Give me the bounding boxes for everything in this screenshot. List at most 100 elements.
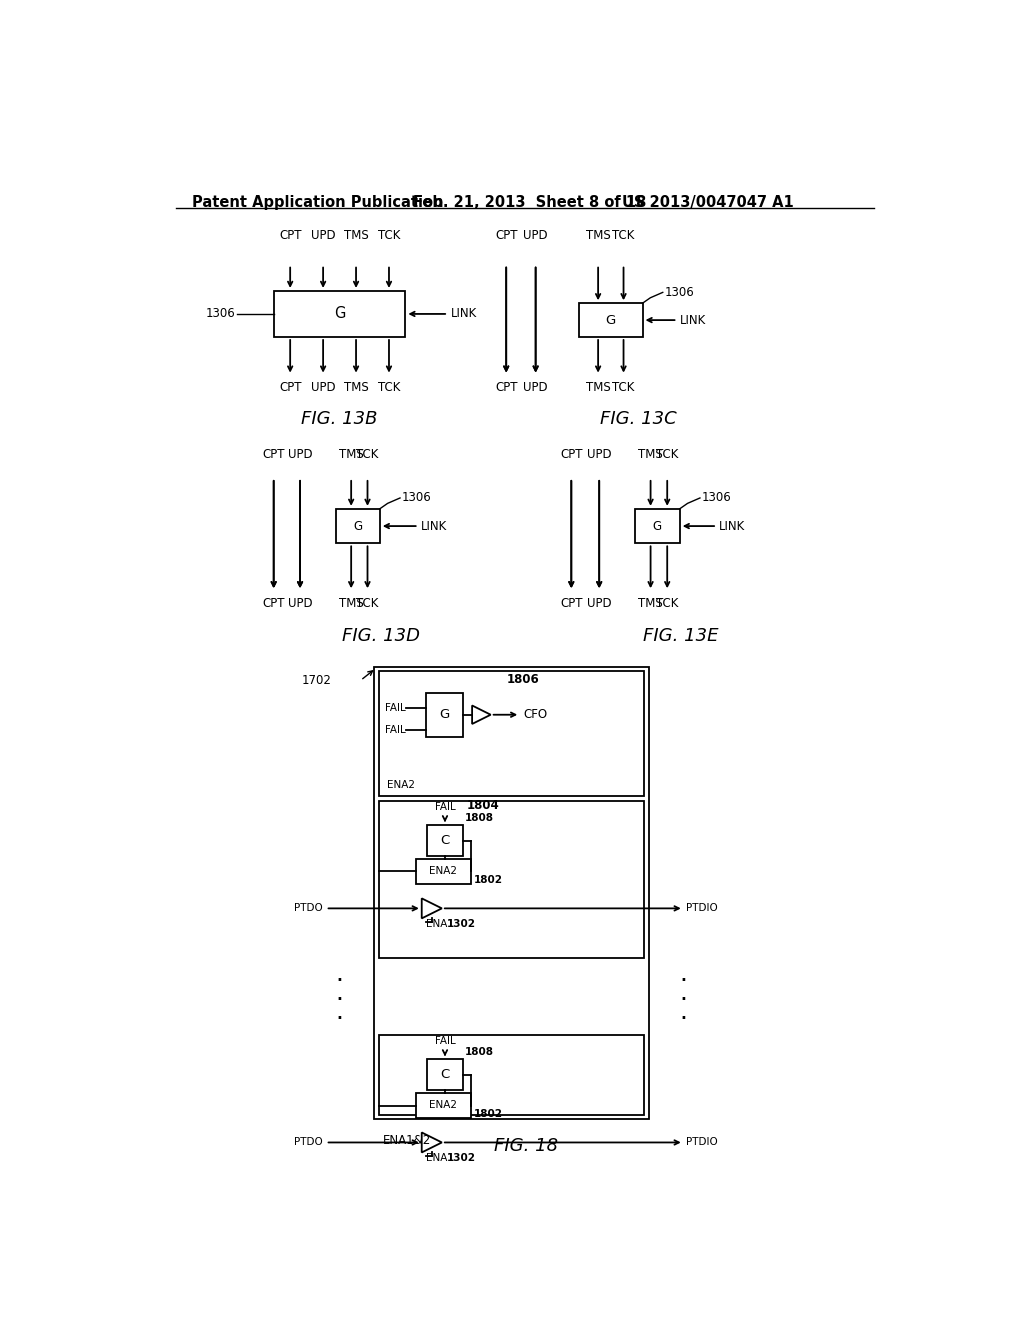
- Text: FAIL: FAIL: [385, 725, 407, 735]
- Text: 1802: 1802: [474, 1109, 503, 1119]
- Text: UPD: UPD: [288, 449, 312, 462]
- Text: TCK: TCK: [656, 597, 679, 610]
- Text: LINK: LINK: [719, 520, 745, 532]
- Text: TCK: TCK: [378, 228, 400, 242]
- Text: TMS: TMS: [339, 449, 364, 462]
- Text: TCK: TCK: [356, 597, 379, 610]
- Text: LINK: LINK: [451, 308, 476, 321]
- Text: UPD: UPD: [587, 449, 611, 462]
- Text: UPD: UPD: [311, 228, 336, 242]
- Text: ENA1&2: ENA1&2: [383, 1134, 431, 1147]
- Text: 1804: 1804: [467, 799, 500, 812]
- Text: C: C: [440, 1068, 450, 1081]
- Text: G: G: [439, 709, 450, 721]
- Text: 1306: 1306: [401, 491, 431, 504]
- Text: ·: ·: [336, 1007, 344, 1031]
- Text: CPT: CPT: [560, 597, 583, 610]
- Text: UPD: UPD: [523, 381, 548, 395]
- Text: 1306: 1306: [205, 308, 234, 321]
- Polygon shape: [472, 705, 490, 723]
- Text: 1702: 1702: [302, 675, 332, 686]
- Text: G: G: [606, 314, 616, 326]
- Bar: [579, 304, 643, 337]
- Text: PTDIO: PTDIO: [686, 1138, 718, 1147]
- Text: TCK: TCK: [656, 449, 679, 462]
- Text: ·: ·: [680, 969, 688, 993]
- Text: PTDO: PTDO: [294, 1138, 323, 1147]
- Text: CFO: CFO: [523, 709, 548, 721]
- Text: TCK: TCK: [612, 381, 635, 395]
- Text: FAIL: FAIL: [385, 704, 407, 713]
- Bar: [417, 1093, 471, 1118]
- Text: 1306: 1306: [701, 491, 731, 504]
- Text: UPD: UPD: [523, 228, 548, 242]
- Text: FIG. 13E: FIG. 13E: [643, 627, 718, 644]
- Text: ·: ·: [680, 987, 688, 1012]
- Text: ·: ·: [336, 969, 344, 993]
- Bar: [379, 671, 644, 796]
- Text: FIG. 18: FIG. 18: [494, 1138, 558, 1155]
- Text: TMS: TMS: [344, 381, 369, 395]
- Text: TMS: TMS: [344, 228, 369, 242]
- Bar: [375, 667, 649, 1119]
- Bar: [273, 290, 406, 337]
- Text: 1802: 1802: [474, 875, 503, 884]
- Text: CPT: CPT: [262, 449, 285, 462]
- Text: 1302: 1302: [446, 919, 475, 929]
- Text: 1808: 1808: [465, 1047, 495, 1056]
- Text: PTDO: PTDO: [294, 903, 323, 913]
- Text: ENA2: ENA2: [387, 780, 415, 791]
- Text: C: C: [440, 834, 450, 847]
- Bar: [379, 800, 644, 958]
- Text: UPD: UPD: [587, 597, 611, 610]
- Text: TCK: TCK: [378, 381, 400, 395]
- Text: UPD: UPD: [288, 597, 312, 610]
- Text: FIG. 13B: FIG. 13B: [301, 409, 378, 428]
- Text: TMS: TMS: [586, 228, 610, 242]
- Text: TMS: TMS: [638, 597, 663, 610]
- Bar: [417, 859, 471, 884]
- Text: FAIL: FAIL: [434, 1036, 456, 1045]
- Text: LINK: LINK: [680, 314, 707, 326]
- Polygon shape: [422, 899, 442, 919]
- Text: ·: ·: [336, 987, 344, 1012]
- Text: CPT: CPT: [495, 381, 517, 395]
- Text: UPD: UPD: [311, 381, 336, 395]
- Text: TCK: TCK: [356, 449, 379, 462]
- Bar: [427, 1059, 463, 1090]
- Text: US 2013/0047047 A1: US 2013/0047047 A1: [623, 195, 795, 210]
- Text: ENA1: ENA1: [426, 1152, 454, 1163]
- Text: 1808: 1808: [465, 813, 495, 822]
- Text: 1306: 1306: [665, 286, 694, 298]
- Bar: [336, 508, 380, 544]
- Text: 1806: 1806: [507, 673, 540, 686]
- Text: FIG. 13C: FIG. 13C: [600, 409, 676, 428]
- Text: CPT: CPT: [279, 228, 301, 242]
- Bar: [635, 508, 680, 544]
- Text: ENA1: ENA1: [426, 919, 454, 929]
- Text: Patent Application Publication: Patent Application Publication: [191, 195, 443, 210]
- Polygon shape: [422, 1133, 442, 1152]
- Text: TMS: TMS: [638, 449, 663, 462]
- Text: TCK: TCK: [612, 228, 635, 242]
- Text: CPT: CPT: [262, 597, 285, 610]
- Text: TMS: TMS: [339, 597, 364, 610]
- Text: LINK: LINK: [421, 520, 447, 532]
- Text: CPT: CPT: [279, 381, 301, 395]
- Bar: [427, 825, 463, 857]
- Text: G: G: [652, 520, 662, 532]
- Text: FAIL: FAIL: [434, 801, 456, 812]
- Text: ENA2: ENA2: [429, 866, 458, 876]
- Bar: [379, 1035, 644, 1114]
- Text: ·: ·: [680, 1007, 688, 1031]
- Text: PTDIO: PTDIO: [686, 903, 718, 913]
- Text: ENA2: ENA2: [429, 1101, 458, 1110]
- Text: Feb. 21, 2013  Sheet 8 of 18: Feb. 21, 2013 Sheet 8 of 18: [414, 195, 646, 210]
- Bar: [426, 693, 463, 737]
- Text: G: G: [334, 306, 345, 322]
- Text: FIG. 13D: FIG. 13D: [342, 627, 420, 644]
- Text: TMS: TMS: [586, 381, 610, 395]
- Text: CPT: CPT: [495, 228, 517, 242]
- Text: CPT: CPT: [560, 449, 583, 462]
- Text: G: G: [353, 520, 362, 532]
